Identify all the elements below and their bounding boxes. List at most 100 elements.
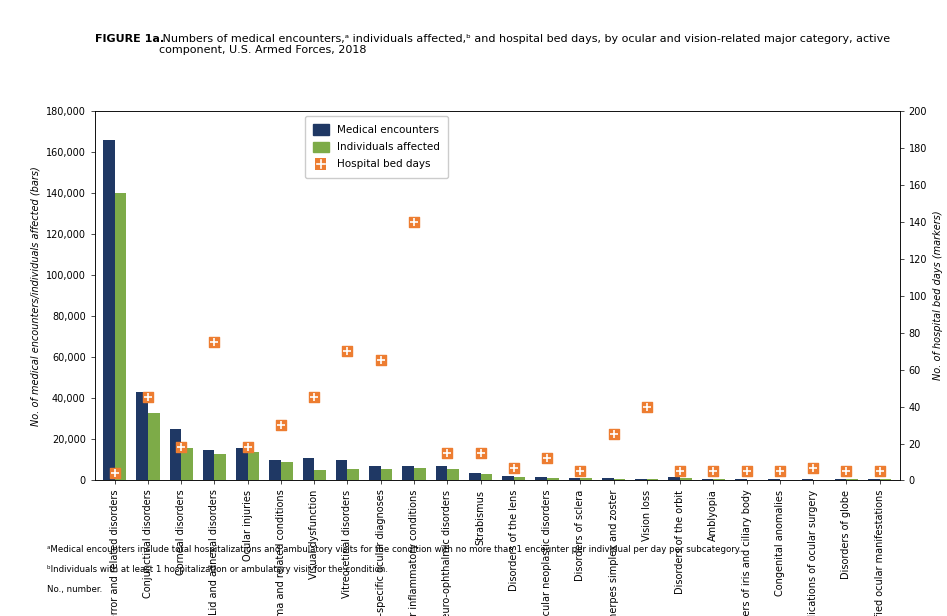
Point — [439, 448, 455, 458]
Text: ᵃMedical encounters include total hospitalizations and ambulatory visits for the: ᵃMedical encounters include total hospit… — [47, 545, 742, 554]
Bar — [702, 479, 713, 480]
Point — [406, 217, 421, 227]
Point — [373, 355, 388, 365]
Point — [340, 346, 355, 356]
Point — [872, 466, 887, 476]
Bar — [103, 140, 115, 480]
Bar — [348, 469, 359, 480]
Bar — [768, 479, 780, 480]
Bar — [336, 460, 348, 480]
Bar — [647, 479, 658, 480]
Bar — [136, 392, 148, 480]
Bar — [369, 466, 381, 480]
Text: No., number.: No., number. — [47, 585, 102, 594]
Point — [806, 463, 821, 472]
Bar — [214, 454, 226, 480]
Bar — [414, 468, 425, 480]
Point — [241, 442, 256, 452]
Bar — [236, 448, 248, 480]
Legend: Medical encounters, Individuals affected, Hospital bed days: Medical encounters, Individuals affected… — [305, 116, 448, 178]
Point — [706, 466, 721, 476]
Point — [872, 466, 887, 476]
Bar — [880, 479, 891, 480]
Bar — [402, 466, 414, 480]
Point — [206, 337, 222, 347]
Point — [274, 420, 289, 430]
Point — [806, 463, 821, 472]
Point — [639, 402, 654, 411]
Point — [473, 448, 488, 458]
Bar — [203, 450, 214, 480]
Point — [606, 429, 621, 439]
Point — [540, 453, 555, 463]
Bar — [469, 473, 480, 480]
Point — [173, 442, 188, 452]
Point — [706, 466, 721, 476]
Bar — [847, 479, 858, 480]
Point — [340, 346, 355, 356]
Point — [739, 466, 754, 476]
Point — [274, 420, 289, 430]
Bar — [170, 429, 181, 480]
Bar — [868, 479, 880, 480]
Bar — [514, 477, 526, 480]
Point — [839, 466, 854, 476]
Y-axis label: No. of medical encounters/individuals affected (bars): No. of medical encounters/individuals af… — [30, 166, 40, 426]
Point — [107, 468, 122, 478]
Bar — [535, 477, 547, 480]
Bar — [281, 462, 293, 480]
Point — [373, 355, 388, 365]
Point — [573, 466, 588, 476]
Point — [672, 466, 688, 476]
Bar — [303, 458, 314, 480]
Bar — [801, 479, 813, 480]
Bar — [635, 479, 647, 480]
Point — [173, 442, 188, 452]
Point — [540, 453, 555, 463]
Bar — [115, 193, 126, 480]
Point — [439, 448, 455, 458]
Bar — [713, 479, 725, 480]
Point — [739, 466, 754, 476]
Point — [307, 392, 322, 402]
Bar — [735, 479, 746, 480]
Bar — [269, 460, 281, 480]
Bar — [614, 479, 625, 480]
Point — [773, 466, 788, 476]
Bar — [502, 476, 514, 480]
Point — [639, 402, 654, 411]
Text: ᵇIndividuals with at least 1 hospitalization or ambulatory visit for the conditi: ᵇIndividuals with at least 1 hospitaliza… — [47, 565, 388, 575]
Bar — [447, 469, 459, 480]
Bar — [835, 479, 847, 480]
Point — [839, 466, 854, 476]
Bar — [181, 448, 193, 480]
Point — [773, 466, 788, 476]
Y-axis label: No. of hospital bed days (markers): No. of hospital bed days (markers) — [933, 211, 942, 381]
Point — [507, 463, 522, 472]
Text: Numbers of medical encounters,ᵃ individuals affected,ᵇ and hospital bed days, by: Numbers of medical encounters,ᵃ individu… — [159, 34, 890, 55]
Point — [307, 392, 322, 402]
Point — [241, 442, 256, 452]
Bar — [680, 478, 691, 480]
Point — [107, 468, 122, 478]
Point — [140, 392, 155, 402]
Point — [573, 466, 588, 476]
Point — [606, 429, 621, 439]
Point — [140, 392, 155, 402]
Bar — [669, 477, 680, 480]
Point — [507, 463, 522, 472]
Bar — [148, 413, 159, 480]
Bar — [248, 452, 259, 480]
Text: FIGURE 1a.: FIGURE 1a. — [95, 34, 164, 44]
Bar — [436, 466, 447, 480]
Bar — [314, 470, 326, 480]
Bar — [581, 479, 592, 480]
Bar — [547, 478, 559, 480]
Point — [672, 466, 688, 476]
Point — [473, 448, 488, 458]
Bar — [569, 478, 581, 480]
Bar — [480, 474, 492, 480]
Bar — [602, 479, 614, 480]
Point — [206, 337, 222, 347]
Point — [406, 217, 421, 227]
